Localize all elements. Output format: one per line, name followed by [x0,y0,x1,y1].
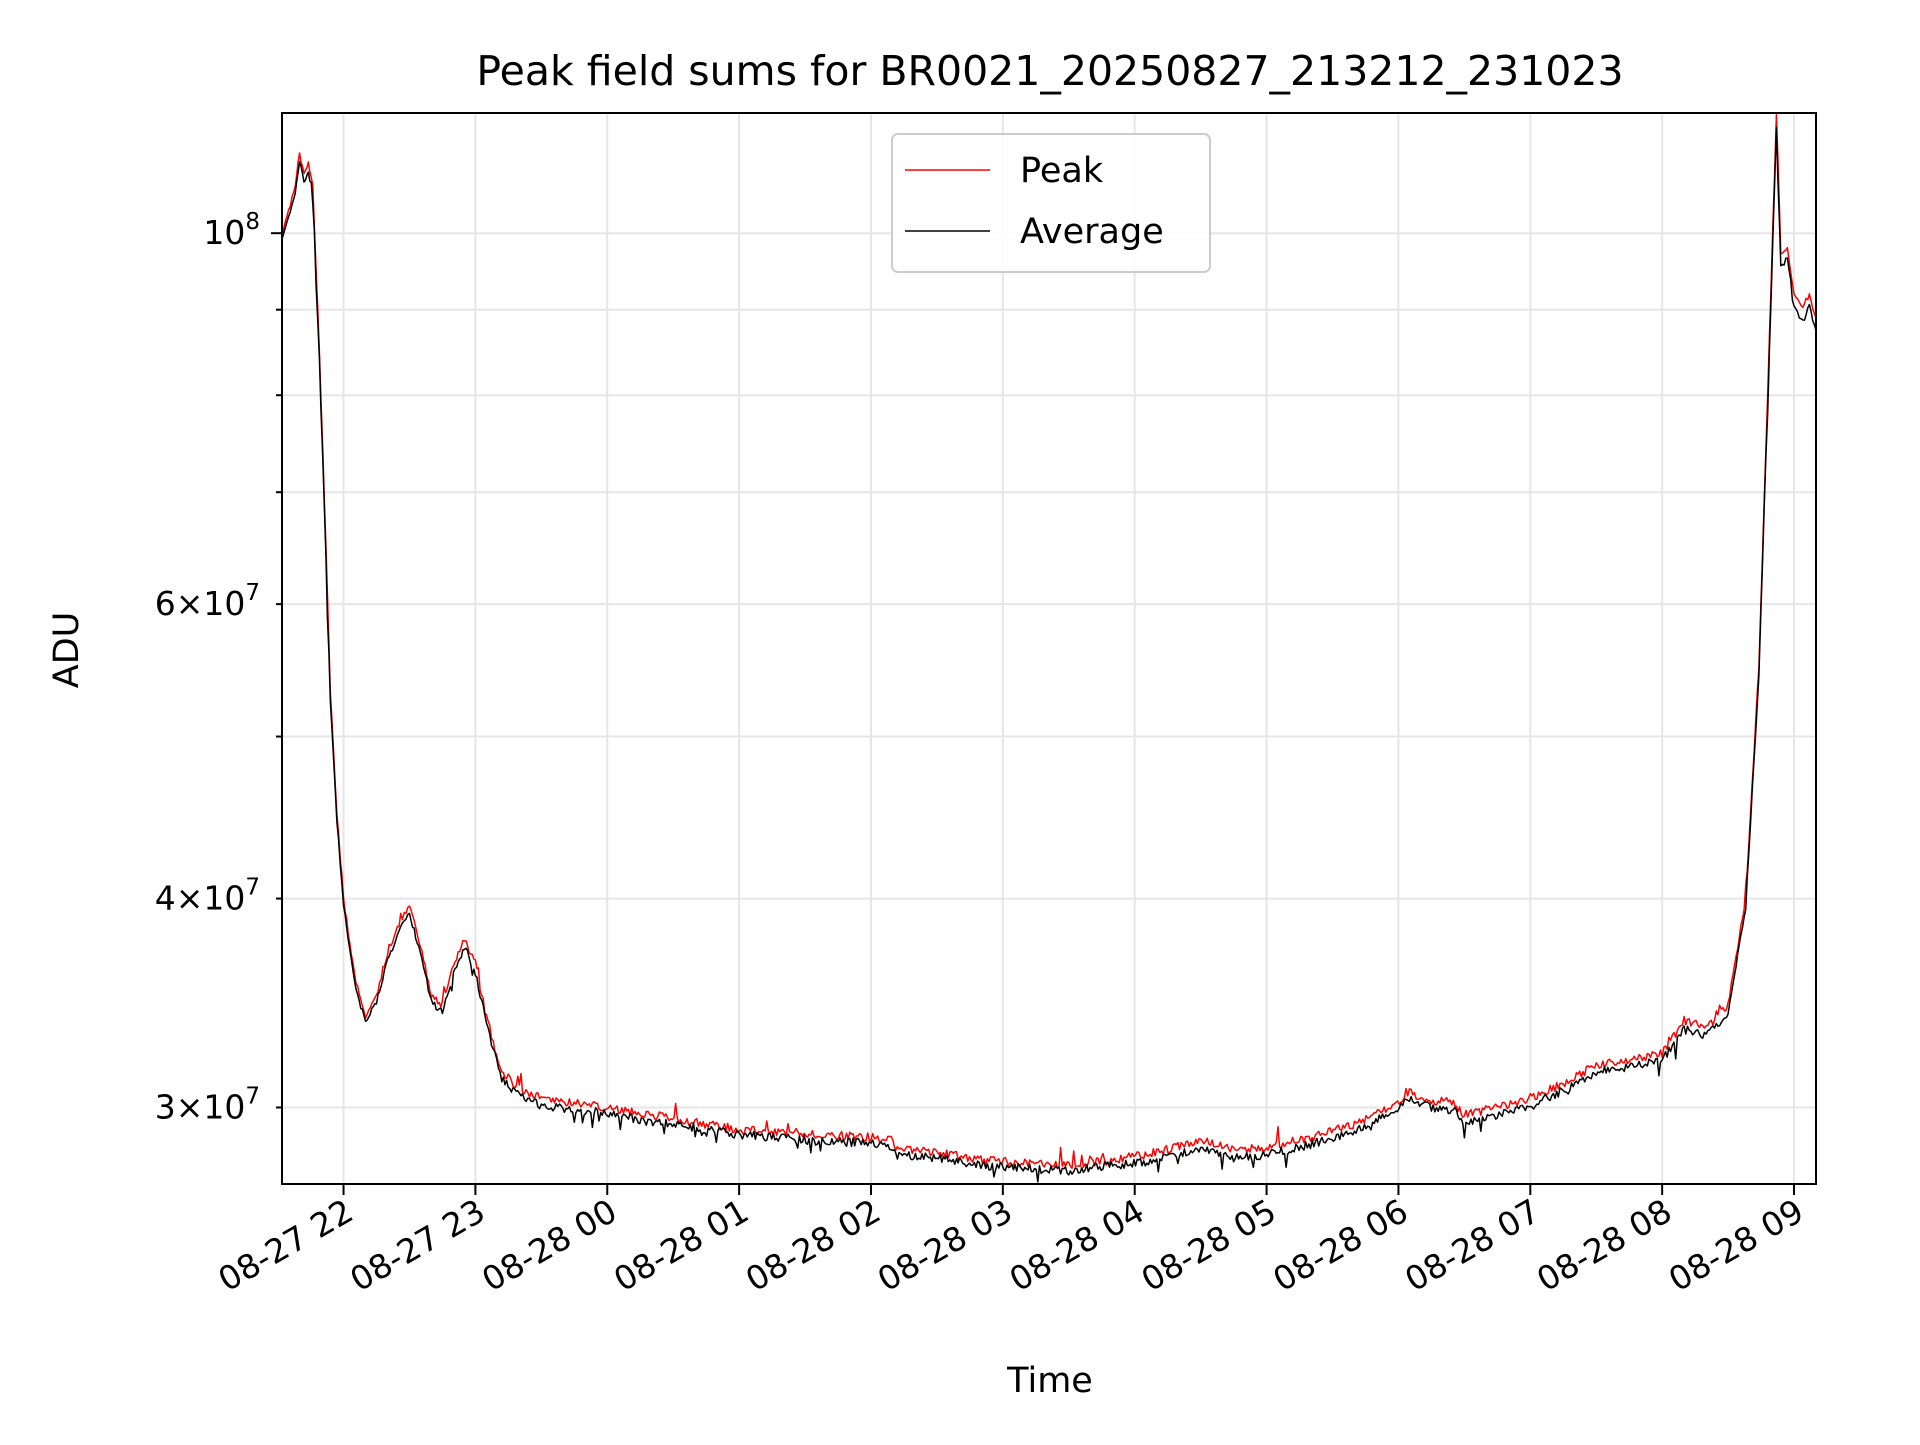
y-tick-label: 6×107 [155,580,260,623]
y-tick-times: × [176,1087,204,1126]
y-tick-base: 10 [203,879,245,918]
y-tick-times: × [176,879,204,918]
y-axis-label: ADU [47,612,87,689]
y-tick-exponent: 7 [245,580,260,606]
y-tick-label: 3×107 [155,1083,260,1126]
y-tick-coef: 6 [155,584,176,623]
plot-frame [281,112,1817,1185]
y-tick-label: 4×107 [155,875,260,918]
legend: Peak Average [891,133,1211,273]
y-tick-base: 10 [203,213,245,252]
grid [282,113,1816,1184]
legend-box [891,133,1211,273]
legend-label-average: Average [1020,212,1164,252]
x-axis-label: Time [1006,1361,1093,1401]
y-tick-coef: 4 [155,879,176,918]
y-tick-exponent: 8 [245,209,260,235]
series-line-peak [281,113,1817,1170]
y-tick-exponent: 7 [245,875,260,901]
series-group [281,113,1817,1183]
y-tick-base: 10 [203,1087,245,1126]
chart-title: Peak field sums for BR0021_20250827_2132… [476,47,1623,95]
y-tick-label: 108 [203,209,260,252]
y-tick-base: 10 [203,584,245,623]
legend-label-peak: Peak [1020,151,1104,191]
y-tick-times: × [176,584,204,623]
series-line-average [281,126,1817,1183]
y-tick-exponent: 7 [245,1083,260,1109]
y-tick-coef: 3 [155,1087,176,1126]
